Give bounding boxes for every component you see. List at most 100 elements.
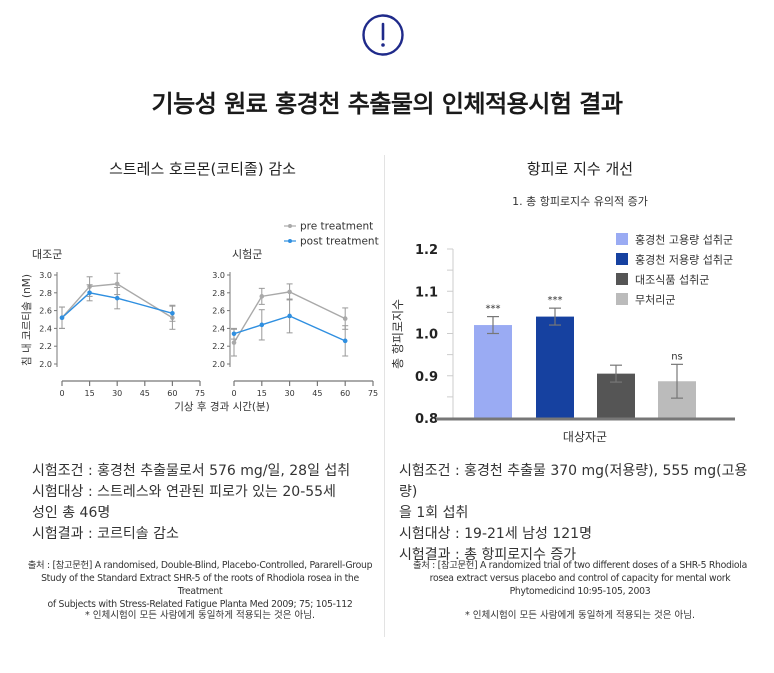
control-chart: 2.0 2.2 2.4 2.6 2.8 3.0 0 15 30 45 60 75	[39, 271, 205, 398]
post-treatment-point	[342, 338, 348, 344]
y-tick-label: 2.6	[39, 307, 52, 316]
cortisol-trial-description: 시험조건 : 홍경천 추출물로서 576 mg/일, 28일 섭취 시험대상 :…	[32, 461, 372, 545]
bar	[474, 325, 512, 418]
pre-treatment-point	[342, 316, 348, 321]
trial-condition-cont: 을 1회 섭취	[399, 505, 469, 521]
citation-line: of Subjects with Stress-Related Fatigue …	[47, 599, 353, 610]
legend-pre-marker	[288, 224, 292, 228]
y-tick-label: 1.1	[415, 285, 438, 300]
fatigue-trial-description: 시험조건 : 홍경천 추출물 370 mg(저용량), 555 mg(고용량) …	[399, 461, 764, 566]
y-tick-label: 0.9	[415, 370, 438, 385]
trial-subjects-count: 성인 총 46명	[32, 505, 111, 521]
legend-swatch	[616, 293, 628, 305]
post-treatment-point	[114, 295, 120, 301]
x-tick-label: 15	[257, 389, 267, 398]
fatigue-source-citation: 출처 : [참고문헌] A randomized trial of two di…	[392, 559, 768, 598]
page-title: 기능성 원료 홍경천 추출물의 인체적용시험 결과	[151, 90, 623, 118]
pre-treatment-point	[114, 281, 120, 287]
bar	[536, 316, 574, 418]
y-tick-label: 2.8	[39, 289, 52, 298]
significance-label: ***	[548, 295, 563, 306]
pre-treatment-point	[259, 294, 265, 299]
test-chart: 2.0 2.2 2.4 2.6 2.8 3.0 0 15 30 45 60 75	[212, 271, 378, 398]
y-tick-label: 2.8	[212, 289, 225, 298]
citation-line: 출처 : [참고문헌] A randomised, Double-Blind, …	[27, 560, 373, 571]
trial-subjects: 시험대상 : 스트레스와 연관된 피로가 있는 20-55세	[32, 484, 336, 500]
y-tick-label: 2.0	[212, 360, 225, 369]
citation-line: 출처 : [참고문헌] A randomized trial of two di…	[413, 560, 747, 571]
fatigue-section-title: 항피로 지수 개선	[526, 160, 634, 178]
post-treatment-point	[287, 313, 292, 319]
legend-label: 무처리군	[635, 294, 675, 307]
citation-line: Study of the Standard Extract SHR-5 of t…	[41, 573, 359, 597]
y-tick-label: 3.0	[39, 271, 52, 280]
y-tick-label: 0.8	[415, 412, 438, 427]
trial-result: 시험결과 : 총 항피로지수 증가	[399, 547, 577, 563]
legend-label: 대조식품 섭취군	[635, 274, 709, 287]
legend-swatch	[616, 273, 628, 285]
x-tick-label: 60	[167, 389, 177, 398]
legend-pre-label: pre treatment	[300, 221, 373, 233]
x-tick-label: 30	[285, 389, 295, 398]
post-treatment-point	[259, 322, 265, 328]
x-tick-label: 0	[231, 389, 236, 398]
disclaimer-note: * 인체시험이 모든 사람에게 동일하게 적용되는 것은 아님.	[85, 610, 315, 621]
chart-legend: pre treatment post treatment	[284, 221, 379, 248]
legend-post-marker	[288, 239, 292, 243]
cortisol-section-title: 스트레스 호르몬(코티졸) 감소	[109, 160, 296, 178]
y-tick-label: 1.0	[415, 328, 438, 343]
cortisol-source-citation: 출처 : [참고문헌] A randomised, Double-Blind, …	[22, 559, 378, 611]
y-tick-label: 3.0	[212, 271, 225, 280]
legend-swatch	[616, 253, 628, 265]
y-tick-label: 2.4	[39, 324, 52, 333]
y-tick-label: 2.0	[39, 360, 52, 369]
trial-condition: 시험조건 : 홍경천 추출물로서 576 mg/일, 28일 섭취	[32, 463, 351, 479]
citation-line: rosea extract versus placebo and control…	[429, 573, 731, 584]
fatigue-y-axis-label: 총 항피로지수	[391, 299, 405, 369]
exclamation-circle-icon	[362, 14, 404, 56]
post-treatment-point	[231, 331, 237, 337]
test-chart-title: 시험군	[232, 248, 262, 261]
pre-treatment-point	[231, 340, 237, 345]
section-divider	[384, 155, 385, 637]
x-tick-label: 30	[112, 389, 122, 398]
pre-treatment-line	[61, 283, 173, 319]
legend-label: 홍경천 저용량 섭취군	[635, 253, 733, 267]
fatigue-subtitle: 1. 총 항피로지수 유의적 증가	[512, 195, 648, 208]
y-tick-label: 2.6	[212, 307, 225, 316]
y-tick-label: 1.2	[415, 243, 438, 258]
fatigue-plot: 0.8 0.9 1.0 1.1 1.2 *** *** ns	[415, 243, 735, 427]
trial-result: 시험결과 : 코르티솔 감소	[32, 526, 179, 542]
trial-subjects: 시험대상 : 19-21세 남성 121명	[399, 526, 592, 542]
x-tick-label: 75	[195, 389, 205, 398]
significance-label: ***	[486, 304, 501, 315]
x-tick-label: 60	[340, 389, 350, 398]
y-tick-label: 2.2	[39, 342, 52, 351]
y-tick-label: 2.4	[212, 324, 225, 333]
cortisol-x-axis-label: 기상 후 경과 시간(분)	[174, 400, 270, 413]
post-treatment-line	[61, 292, 173, 319]
cortisol-line-charts: pre treatment post treatment 대조군 시험군 침 내…	[21, 221, 379, 414]
x-tick-label: 15	[85, 389, 95, 398]
x-tick-label: 0	[59, 389, 64, 398]
significance-label: ns	[671, 351, 683, 362]
disclaimer-note: * 인체시험이 모든 사람에게 동일하게 적용되는 것은 아님.	[465, 610, 695, 621]
cortisol-y-axis-label: 침 내 코르티솔 (nM)	[21, 274, 33, 366]
post-treatment-point	[170, 310, 175, 316]
citation-line: Phytomedicind 10:95-105, 2003	[509, 586, 651, 597]
x-tick-label: 45	[312, 389, 322, 398]
control-chart-title: 대조군	[32, 248, 62, 261]
pre-treatment-line	[233, 291, 346, 344]
legend-swatch	[616, 233, 628, 245]
legend-label: 홍경천 고용량 섭취군	[635, 233, 733, 247]
trial-condition: 시험조건 : 홍경천 추출물 370 mg(저용량), 555 mg(고용량)	[399, 463, 748, 500]
post-treatment-point	[59, 315, 65, 321]
fatigue-x-axis-label: 대상자군	[563, 430, 607, 444]
x-tick-label: 75	[368, 389, 378, 398]
legend-post-label: post treatment	[300, 236, 379, 248]
y-tick-label: 2.2	[212, 342, 225, 351]
post-treatment-line	[233, 315, 346, 342]
x-tick-label: 45	[140, 389, 150, 398]
